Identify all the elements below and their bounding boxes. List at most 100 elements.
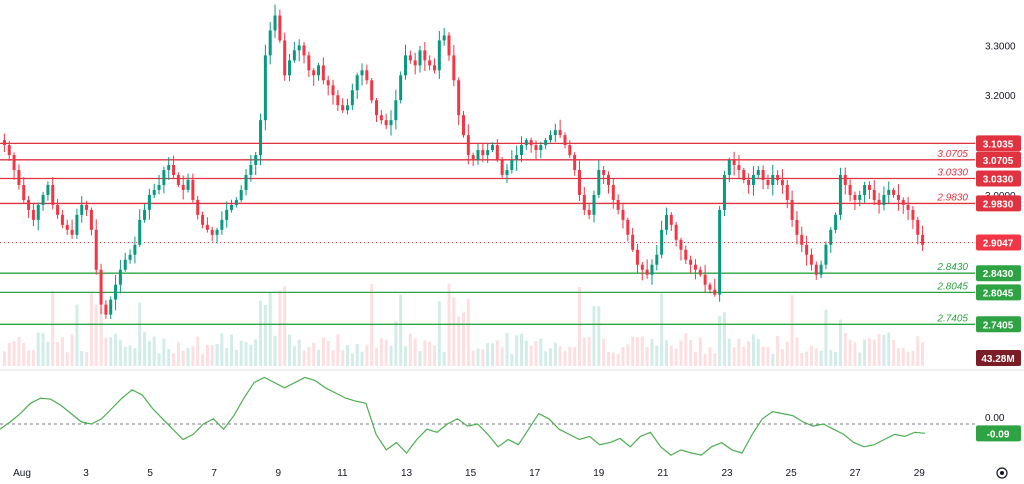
candle-body	[655, 254, 659, 265]
volume-bar	[476, 348, 480, 366]
x-tick-label: 15	[465, 468, 477, 479]
candle-body	[230, 204, 234, 210]
volume-bar	[404, 346, 408, 366]
volume-bar	[181, 350, 185, 366]
candle-body	[640, 264, 644, 270]
candle	[104, 300, 108, 319]
candle-body	[375, 100, 379, 116]
volume-bar	[756, 339, 760, 366]
volume-bar	[70, 334, 74, 366]
candle-body	[635, 249, 639, 265]
candle	[423, 42, 427, 71]
candle	[317, 63, 321, 81]
candle-body	[703, 274, 707, 285]
volume-bar	[109, 337, 113, 366]
candle-body	[234, 199, 238, 205]
settings-gear-icon[interactable]	[996, 467, 1008, 479]
volume-tag-label: 43.28M	[981, 354, 1014, 365]
candle	[568, 140, 572, 159]
volume-bar	[568, 346, 572, 366]
candle-body	[138, 219, 142, 245]
candle-body	[99, 269, 103, 305]
candle-body	[534, 145, 538, 151]
candles-layer	[2, 4, 925, 320]
volume-bar	[278, 290, 282, 366]
candle-body	[582, 194, 586, 210]
candle-body	[133, 244, 137, 255]
candle	[128, 249, 132, 264]
candle-body	[317, 65, 321, 76]
candle	[12, 152, 16, 180]
candle-body	[413, 60, 417, 66]
volume-bar	[321, 337, 325, 366]
candle-body	[205, 224, 209, 230]
candle-body	[278, 15, 282, 41]
volume-bar	[423, 340, 427, 366]
candle	[263, 44, 267, 131]
candle-body	[795, 219, 799, 235]
candle	[867, 181, 871, 200]
candle	[336, 90, 340, 111]
candle-body	[408, 55, 412, 61]
volume-bar	[718, 315, 722, 366]
candle	[31, 202, 35, 227]
volume-bar	[297, 339, 301, 366]
volume-bar	[660, 293, 664, 366]
volume-bar	[853, 342, 857, 366]
candle-body	[592, 194, 596, 215]
candle-body	[423, 50, 427, 61]
candle	[761, 165, 765, 190]
candle-body	[751, 175, 755, 185]
volume-bar	[780, 349, 784, 366]
candle	[805, 235, 809, 266]
candle-body	[606, 175, 610, 185]
candle	[268, 22, 272, 65]
candle-body	[805, 244, 809, 255]
candle	[254, 151, 258, 176]
volume-bar	[529, 345, 533, 366]
candle-body	[776, 175, 780, 180]
current-price-tag-bg	[976, 234, 1021, 251]
candle-body	[457, 80, 461, 116]
volume-bar	[65, 352, 69, 366]
candle-body	[210, 229, 214, 235]
candle	[722, 170, 726, 217]
volume-bar	[597, 306, 601, 366]
candle-body	[708, 284, 712, 290]
candle	[906, 196, 910, 221]
candle	[795, 211, 799, 245]
candle-body	[12, 155, 16, 171]
candle-body	[896, 194, 900, 200]
volume-bar	[669, 345, 673, 366]
candle-body	[921, 234, 925, 245]
candle	[442, 27, 446, 46]
candle	[892, 187, 896, 198]
candle-body	[60, 214, 64, 225]
candle	[660, 220, 664, 259]
volume-bar	[205, 345, 209, 366]
volume-bar	[621, 346, 625, 366]
volume-bar	[317, 349, 321, 366]
volume-bar	[370, 283, 374, 366]
candle	[573, 152, 577, 176]
candle	[205, 217, 209, 233]
candle-body	[220, 219, 224, 230]
support-level-tag: 2.8045	[976, 284, 1021, 301]
volume-bar	[312, 342, 316, 366]
candle	[466, 124, 470, 165]
candle-body	[297, 45, 301, 51]
volume-bar	[384, 340, 388, 366]
x-tick-label: Aug	[13, 468, 31, 479]
candle	[495, 138, 499, 163]
candle	[157, 174, 161, 195]
volume-bar	[664, 340, 668, 366]
volume-bar	[689, 340, 693, 366]
candle	[341, 98, 345, 113]
candle	[321, 57, 325, 85]
candle	[389, 110, 393, 136]
candle-body	[186, 179, 190, 190]
candle-body	[128, 254, 132, 260]
candle	[457, 77, 461, 126]
candle	[346, 98, 350, 115]
